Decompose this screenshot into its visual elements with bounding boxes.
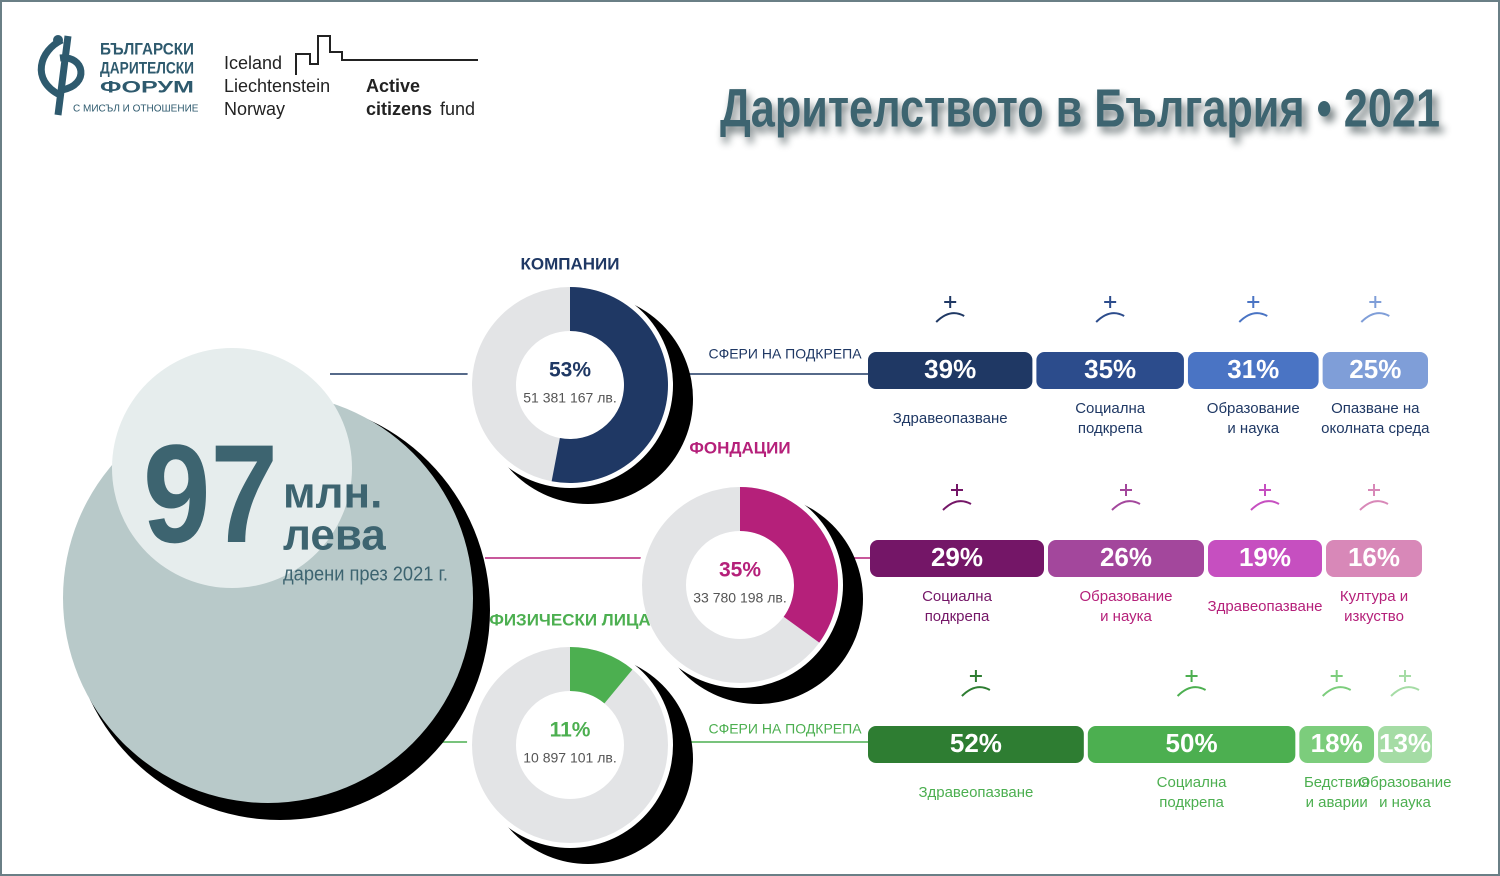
donut-segment bbox=[740, 487, 839, 643]
total-caption: дарени през 2021 г. bbox=[283, 563, 448, 585]
sphere-value: 18% bbox=[1311, 728, 1363, 758]
sphere-name: Здравеопазване bbox=[918, 784, 1033, 801]
group-amount: 51 381 167 лв. bbox=[523, 390, 616, 406]
sphere-bar bbox=[1322, 352, 1428, 389]
sphere-name: Опазване на bbox=[1331, 400, 1420, 417]
total-highlight bbox=[112, 348, 352, 588]
group-share: 11% bbox=[550, 719, 591, 742]
sphere-value: 31% bbox=[1227, 354, 1279, 384]
spheres-label: СФЕРИ НА ПОДКРЕПА bbox=[708, 346, 862, 362]
sphere-value: 13% bbox=[1379, 728, 1431, 758]
sphere-icon bbox=[942, 484, 972, 511]
spheres-label: СФЕРИ НА ПОДКРЕПА bbox=[708, 721, 862, 737]
sphere-value: 50% bbox=[1166, 728, 1218, 758]
sphere-name: Социална bbox=[1075, 400, 1146, 417]
forum-logo-dot bbox=[53, 35, 63, 45]
sphere-name: Образование bbox=[1080, 588, 1173, 605]
sphere-value: 35% bbox=[1084, 354, 1136, 384]
fund-name: citizens bbox=[366, 99, 432, 119]
sphere-name: и наука bbox=[1100, 608, 1152, 625]
forum-name: ДАРИТЕЛСКИ bbox=[100, 58, 194, 77]
forum-name: ФОРУМ bbox=[100, 77, 194, 96]
donut-segment bbox=[551, 287, 668, 483]
sphere-bar bbox=[1299, 726, 1375, 763]
sphere-icon bbox=[1238, 296, 1268, 323]
sphere-icon bbox=[1095, 296, 1125, 323]
sphere-icon bbox=[1359, 484, 1389, 511]
sphere-value: 25% bbox=[1349, 354, 1401, 384]
sphere-bar bbox=[1378, 726, 1432, 763]
sphere-name: Здравеопазване bbox=[893, 410, 1008, 427]
sphere-name: и наука bbox=[1227, 420, 1279, 437]
sphere-bar bbox=[1208, 540, 1322, 577]
donor-name: Iceland bbox=[224, 53, 282, 73]
sphere-value: 39% bbox=[924, 354, 976, 384]
group-share: 35% bbox=[719, 559, 761, 582]
donor-name: Liechtenstein bbox=[224, 76, 330, 96]
total-unit: лева bbox=[283, 511, 386, 560]
group-name: КОМПАНИИ bbox=[521, 254, 620, 273]
sphere-name: Социална bbox=[922, 588, 993, 605]
sphere-bar bbox=[868, 726, 1084, 763]
sphere-value: 29% bbox=[931, 542, 983, 572]
sphere-icon bbox=[1390, 670, 1420, 697]
title-shadow: Дарителството в България • 2021 bbox=[723, 84, 1445, 144]
group-share: 53% bbox=[549, 359, 591, 382]
forum-tagline: С МИСЪЛ И ОТНОШЕНИЕ bbox=[73, 104, 199, 115]
sphere-icon bbox=[961, 670, 991, 697]
title: Дарителството в България • 2021 bbox=[720, 78, 1440, 138]
fund-logo bbox=[295, 35, 478, 75]
donor-name: Norway bbox=[224, 99, 285, 119]
sphere-name: Образование bbox=[1207, 400, 1300, 417]
sphere-value: 52% bbox=[950, 728, 1002, 758]
sphere-name: Социална bbox=[1157, 774, 1228, 791]
sphere-icon bbox=[1360, 296, 1390, 323]
sphere-name: подкрепа bbox=[1078, 420, 1143, 437]
group-name: ФОНДАЦИИ bbox=[689, 438, 790, 457]
sphere-icon bbox=[935, 296, 965, 323]
sphere-bar bbox=[1326, 540, 1422, 577]
group-amount: 33 780 198 лв. bbox=[693, 590, 786, 606]
sphere-bar bbox=[870, 540, 1044, 577]
total-number: 97 bbox=[143, 415, 278, 572]
sphere-bar bbox=[1187, 352, 1319, 389]
sphere-bar bbox=[1048, 540, 1204, 577]
sphere-bar bbox=[1087, 726, 1296, 763]
group-name: ФИЗИЧЕСКИ ЛИЦА bbox=[489, 610, 650, 629]
sphere-icon bbox=[1176, 670, 1207, 697]
sphere-name: подкрепа bbox=[1159, 794, 1224, 811]
sphere-name: изкуство bbox=[1344, 608, 1404, 625]
sphere-name: и наука bbox=[1379, 794, 1431, 811]
sphere-name: Здравеопазване bbox=[1208, 598, 1323, 615]
sphere-name: подкрепа bbox=[925, 608, 990, 625]
sphere-name: и аварии bbox=[1306, 794, 1368, 811]
sphere-name: околната среда bbox=[1321, 420, 1430, 437]
total-unit: млн. bbox=[283, 469, 382, 518]
sphere-icon bbox=[1111, 484, 1141, 511]
fund-name: Active bbox=[366, 76, 420, 96]
forum-name: БЪЛГАРСКИ bbox=[100, 39, 194, 58]
donut-segment bbox=[570, 647, 633, 704]
sphere-value: 19% bbox=[1239, 542, 1291, 572]
group-amount: 10 897 101 лв. bbox=[523, 750, 616, 766]
sphere-bar bbox=[1036, 352, 1184, 389]
sphere-name: Култура и bbox=[1340, 588, 1408, 605]
sphere-name: Образование bbox=[1359, 774, 1452, 791]
sphere-value: 16% bbox=[1348, 542, 1400, 572]
sphere-icon bbox=[1250, 484, 1280, 511]
sphere-icon bbox=[1321, 670, 1352, 697]
sphere-bar bbox=[868, 352, 1033, 389]
sphere-value: 26% bbox=[1100, 542, 1152, 572]
sphere-name: Бедствия bbox=[1304, 774, 1369, 791]
fund-name: fund bbox=[440, 99, 475, 119]
